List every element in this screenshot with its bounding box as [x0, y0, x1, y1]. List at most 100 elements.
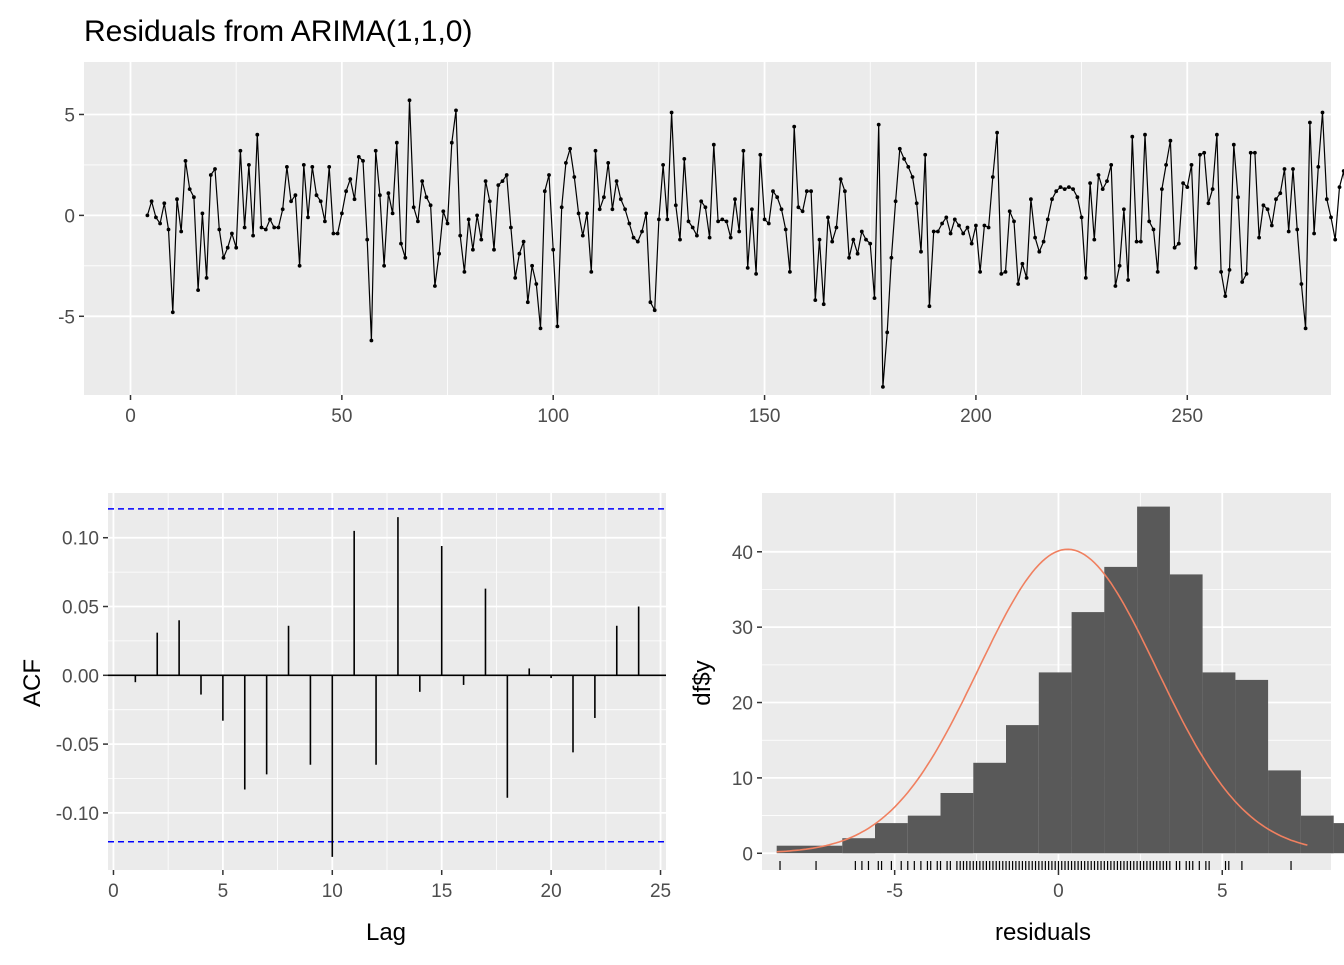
residual-point: [534, 282, 539, 286]
residual-point: [1337, 185, 1342, 190]
histogram-y-axis-label: df$y: [689, 660, 716, 705]
residual-point: [652, 308, 657, 313]
residual-point: [187, 187, 192, 192]
residual-point: [986, 225, 991, 230]
residual-point: [999, 272, 1004, 276]
x-tick-label: -5: [886, 881, 903, 902]
residual-point: [864, 237, 868, 242]
residual-point: [796, 205, 801, 210]
residual-point: [247, 163, 251, 167]
residual-point: [192, 195, 196, 200]
residual-point: [538, 326, 543, 331]
residual-point: [995, 130, 999, 135]
residual-point: [699, 199, 704, 204]
residual-point: [1219, 270, 1223, 274]
residual-point: [411, 205, 416, 210]
residual-point: [1176, 241, 1181, 246]
residual-point: [154, 215, 158, 220]
residual-point: [838, 177, 843, 182]
y-tick-label: 0: [742, 844, 753, 865]
residual-point: [1324, 197, 1329, 202]
residual-point: [648, 300, 653, 305]
residual-point: [390, 211, 395, 216]
residual-point: [978, 270, 982, 274]
residual-point: [521, 239, 526, 244]
residual-point: [716, 219, 720, 224]
residual-point: [335, 231, 340, 236]
residual-point: [644, 211, 649, 216]
x-tick-label: 100: [537, 406, 569, 427]
y-tick-label: 20: [732, 694, 753, 715]
residual-point: [974, 223, 978, 228]
residual-point: [1265, 207, 1270, 212]
residual-point: [585, 211, 589, 216]
residual-point: [145, 213, 150, 218]
residual-point: [881, 385, 885, 389]
x-tick-label: 5: [1217, 881, 1228, 902]
residual-point: [606, 161, 611, 165]
residual-point: [352, 197, 357, 202]
residual-point: [1062, 187, 1067, 192]
residual-point: [1109, 163, 1114, 167]
residual-point: [610, 207, 615, 212]
residual-point: [1168, 138, 1173, 143]
residual-point: [931, 229, 936, 234]
residual-point: [1160, 187, 1164, 192]
residual-point: [572, 175, 577, 179]
residual-point: [1257, 235, 1261, 240]
residual-point: [602, 195, 606, 200]
residual-point: [868, 241, 873, 246]
residual-point: [259, 225, 264, 230]
residual-point: [542, 189, 547, 194]
y-tick-label: 5: [64, 105, 75, 126]
residual-point: [1134, 239, 1139, 244]
residual-point: [170, 310, 175, 315]
residual-point: [1240, 280, 1245, 284]
residual-point: [1058, 185, 1063, 190]
residual-point: [293, 193, 298, 198]
x-tick-label: 150: [749, 406, 781, 427]
residual-point: [669, 110, 674, 115]
residual-point: [1029, 197, 1033, 202]
residual-point: [703, 205, 708, 210]
histogram-bar: [973, 762, 1007, 854]
residual-point: [728, 235, 733, 240]
residual-point: [441, 209, 446, 214]
residual-point: [589, 270, 594, 274]
residual-point: [183, 159, 188, 163]
residual-point: [779, 207, 784, 212]
residual-point: [196, 288, 201, 292]
residual-point: [255, 132, 260, 137]
residual-point: [623, 207, 627, 212]
residual-point: [306, 215, 310, 220]
residual-point: [479, 237, 484, 242]
residual-point: [272, 225, 277, 230]
residual-point: [940, 221, 944, 226]
residual-point: [1236, 195, 1240, 200]
residual-point: [593, 148, 598, 153]
residual-point: [285, 165, 289, 169]
residual-point: [944, 215, 949, 220]
residual-histogram-panel: -5 0 5 40 30 20 10 0: [732, 493, 1344, 902]
residual-point: [276, 225, 281, 230]
residual-point: [513, 276, 518, 280]
residual-point: [631, 235, 636, 240]
histogram-bar: [1235, 679, 1269, 854]
residual-point: [936, 229, 940, 234]
residual-point: [695, 233, 699, 238]
residual-point: [1303, 326, 1308, 331]
residual-point: [737, 229, 742, 234]
residual-point: [855, 251, 860, 256]
y-tick-label: 0.05: [62, 598, 99, 619]
residual-point: [416, 219, 420, 224]
residual-point: [990, 175, 995, 179]
residual-point: [504, 173, 509, 177]
residual-point: [462, 270, 467, 274]
residual-point: [234, 245, 239, 250]
residual-point: [175, 197, 179, 202]
residual-point: [766, 221, 771, 226]
residual-point: [475, 213, 479, 218]
residual-point: [982, 223, 987, 228]
residual-point: [369, 338, 374, 343]
residual-point: [361, 159, 365, 163]
